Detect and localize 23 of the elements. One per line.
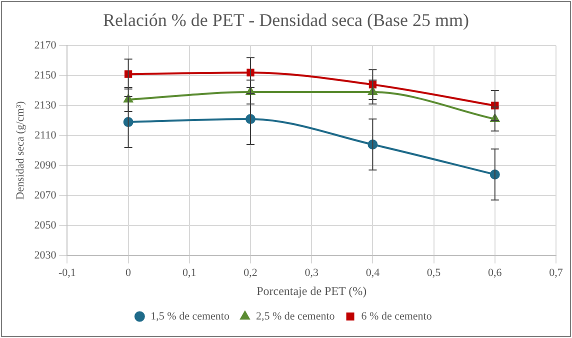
y-tick-label: 2030 (34, 249, 57, 262)
x-tick-label: 0 (126, 266, 132, 279)
x-tick-label: 0,3 (304, 266, 319, 279)
legend-label: 6 % de cemento (361, 310, 432, 322)
y-tick-label: 2090 (34, 159, 57, 172)
x-tick-label: 0,5 (426, 266, 442, 279)
legend-label: 1,5 % de cemento (150, 310, 230, 322)
x-tick-label: 0,6 (488, 266, 502, 279)
x-tick-label: 0,2 (244, 266, 258, 279)
x-tick-label: -0,1 (58, 266, 76, 279)
x-axis-title: Porcentaje de PET (%) (256, 284, 367, 298)
y-tick-label: 2050 (34, 219, 57, 232)
y-tick-label: 2170 (34, 39, 57, 52)
y-tick-label: 2070 (34, 189, 57, 202)
y-axis-title: Densidad seca (g/cm³) (14, 100, 26, 200)
chart-title: Relación % de PET - Densidad seca (Base 25 mm) (102, 9, 470, 32)
x-tick-label: 0,1 (182, 266, 196, 279)
legend-label: 2,5 % de cemento (256, 310, 336, 322)
y-tick-label: 2150 (34, 69, 57, 82)
y-tick-label: 2130 (34, 99, 57, 112)
y-tick-label: 2110 (34, 129, 57, 142)
x-tick-label: 0,7 (549, 266, 564, 279)
x-tick-label: 0,4 (366, 266, 380, 279)
